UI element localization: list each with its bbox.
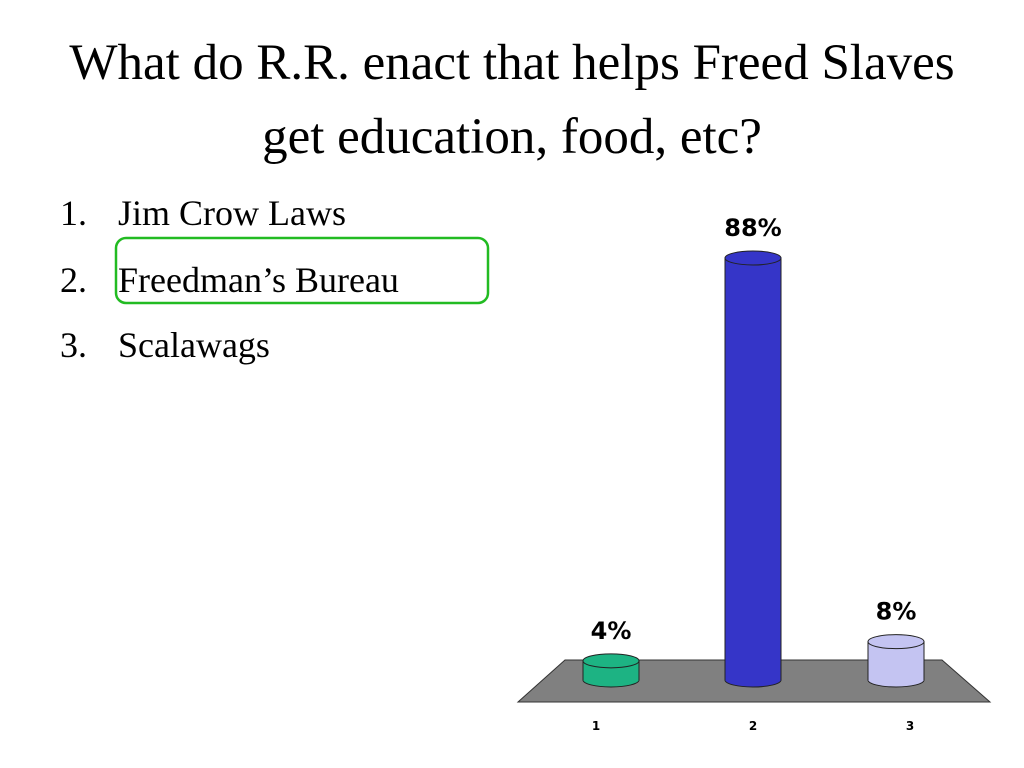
bar-top (582, 653, 640, 669)
slide-title: What do R.R. enact that helps Freed Slav… (69, 35, 955, 165)
bar (724, 257, 782, 681)
option-number: 1. (60, 193, 87, 233)
bar-cover (868, 679, 924, 681)
x-tick-label: 2 (749, 719, 757, 733)
bar-top (867, 634, 925, 650)
option-text: Scalawags (118, 325, 270, 365)
value-label: 88% (724, 214, 781, 242)
x-tick-label: 1 (592, 719, 600, 733)
option-number: 2. (60, 260, 87, 300)
option-number: 3. (60, 325, 87, 365)
value-label: 4% (591, 617, 632, 645)
option-text: Jim Crow Laws (118, 193, 346, 233)
answer-highlight (114, 236, 490, 305)
x-tick-label: 3 (906, 719, 914, 733)
bar-top (724, 250, 782, 266)
option-text: Freedman’s Bureau (118, 260, 399, 300)
value-label: 8% (876, 598, 917, 626)
bar-cover (725, 679, 781, 681)
bar-cover (583, 679, 639, 681)
